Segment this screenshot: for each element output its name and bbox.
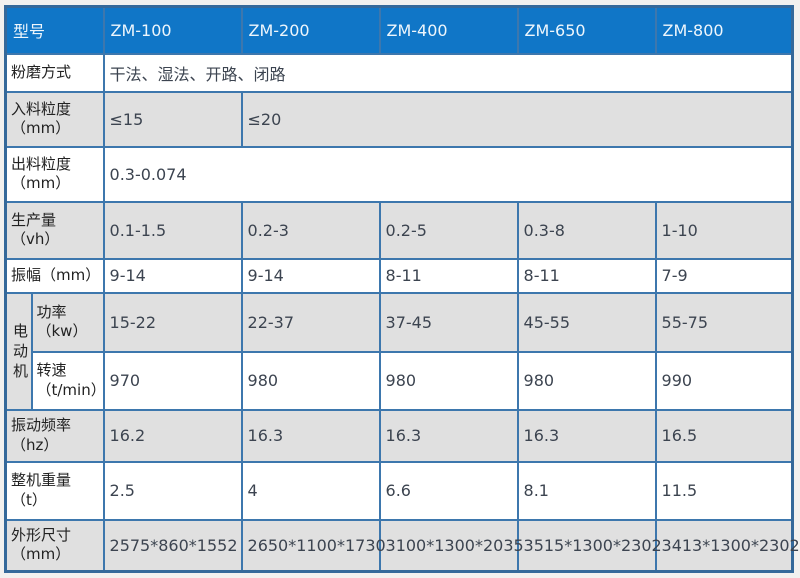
amplitude-label: 振幅（mm）	[4, 257, 105, 294]
dimensions-value-4: 3413*1300*2302	[654, 518, 800, 573]
row-grinding-method: 粉磨方式 干法、湿法、开路、闭路	[4, 52, 794, 93]
motor-speed-value-1: 980	[240, 350, 381, 411]
amplitude-value-3: 8-11	[516, 257, 657, 294]
motor-group-label: 电动机	[4, 291, 33, 411]
frequency-value-4: 16.5	[654, 408, 794, 463]
row-feed-size: 入料粒度 （mm） ≤15 ≤20	[4, 90, 794, 148]
row-weight: 整机重量 （t） 2.5 4 6.6 8.1 11.5	[4, 460, 794, 521]
row-amplitude: 振幅（mm） 9-14 9-14 8-11 8-11 7-9	[4, 257, 794, 294]
amplitude-value-2: 8-11	[378, 257, 519, 294]
capacity-value-0: 0.1-1.5	[102, 200, 243, 260]
header-row: 型号 ZM-100 ZM-200 ZM-400 ZM-650 ZM-800	[4, 5, 794, 55]
motor-power-value-0: 15-22	[102, 291, 243, 353]
frequency-value-2: 16.3	[378, 408, 519, 463]
motor-power-value-1: 22-37	[240, 291, 381, 353]
amplitude-value-0: 9-14	[102, 257, 243, 294]
dimensions-value-1: 2650*1100*1730	[240, 518, 386, 573]
header-zm-100: ZM-100	[102, 5, 243, 55]
feed-size-label: 入料粒度 （mm）	[4, 90, 105, 148]
motor-power-value-2: 37-45	[378, 291, 519, 353]
feed-size-value-0: ≤15	[102, 90, 243, 148]
motor-speed-value-0: 970	[102, 350, 243, 411]
motor-power-value-3: 45-55	[516, 291, 657, 353]
weight-value-4: 11.5	[654, 460, 794, 521]
capacity-value-3: 0.3-8	[516, 200, 657, 260]
motor-speed-value-3: 980	[516, 350, 657, 411]
header-zm-650: ZM-650	[516, 5, 657, 55]
row-motor-power: 电动机 功率 （kw） 15-22 22-37 37-45 45-55 55-7…	[4, 291, 794, 411]
motor-power-value-4: 55-75	[654, 291, 794, 353]
dimensions-label: 外形尺寸 （mm）	[4, 518, 105, 573]
output-size-label: 出料粒度 （mm）	[4, 145, 105, 203]
amplitude-value-1: 9-14	[240, 257, 381, 294]
capacity-value-2: 0.2-5	[378, 200, 519, 260]
grinding-method-label: 粉磨方式	[4, 52, 105, 93]
feed-size-value-1: ≤20	[240, 90, 794, 148]
header-model-label: 型号	[4, 5, 105, 55]
motor-speed-label: 转速 （t/min）	[30, 350, 106, 411]
frequency-value-0: 16.2	[102, 408, 243, 463]
dimensions-value-2: 3100*1300*2035	[378, 518, 524, 573]
weight-value-1: 4	[240, 460, 381, 521]
motor-speed-value-4: 990	[654, 350, 794, 411]
weight-value-0: 2.5	[102, 460, 243, 521]
spec-table: 型号 ZM-100 ZM-200 ZM-400 ZM-650 ZM-800 粉磨…	[4, 5, 800, 573]
header-zm-200: ZM-200	[240, 5, 381, 55]
grinding-method-value: 干法、湿法、开路、闭路	[102, 52, 794, 93]
dimensions-value-0: 2575*860*1552	[102, 518, 243, 573]
row-capacity: 生产量 （vh） 0.1-1.5 0.2-3 0.2-5 0.3-8 1-10	[4, 200, 794, 260]
frequency-value-3: 16.3	[516, 408, 657, 463]
row-dimensions: 外形尺寸 （mm） 2575*860*1552 2650*1100*1730 3…	[4, 518, 800, 573]
weight-value-3: 8.1	[516, 460, 657, 521]
frequency-value-1: 16.3	[240, 408, 381, 463]
row-frequency: 振动频率 （hz） 16.2 16.3 16.3 16.3 16.5	[4, 408, 794, 463]
capacity-label: 生产量 （vh）	[4, 200, 105, 260]
row-motor-speed: 转速 （t/min） 970 980 980 980 990	[6, 350, 794, 411]
frequency-label: 振动频率 （hz）	[4, 408, 105, 463]
dimensions-value-3: 3515*1300*2302	[516, 518, 662, 573]
output-size-value: 0.3-0.074	[102, 145, 794, 203]
motor-speed-value-2: 980	[378, 350, 519, 411]
header-zm-400: ZM-400	[378, 5, 519, 55]
amplitude-value-4: 7-9	[654, 257, 794, 294]
weight-label: 整机重量 （t）	[4, 460, 105, 521]
weight-value-2: 6.6	[378, 460, 519, 521]
row-output-size: 出料粒度 （mm） 0.3-0.074	[4, 145, 794, 203]
motor-power-label: 功率 （kw）	[30, 291, 105, 353]
capacity-value-4: 1-10	[654, 200, 794, 260]
capacity-value-1: 0.2-3	[240, 200, 381, 260]
header-zm-800: ZM-800	[654, 5, 794, 55]
